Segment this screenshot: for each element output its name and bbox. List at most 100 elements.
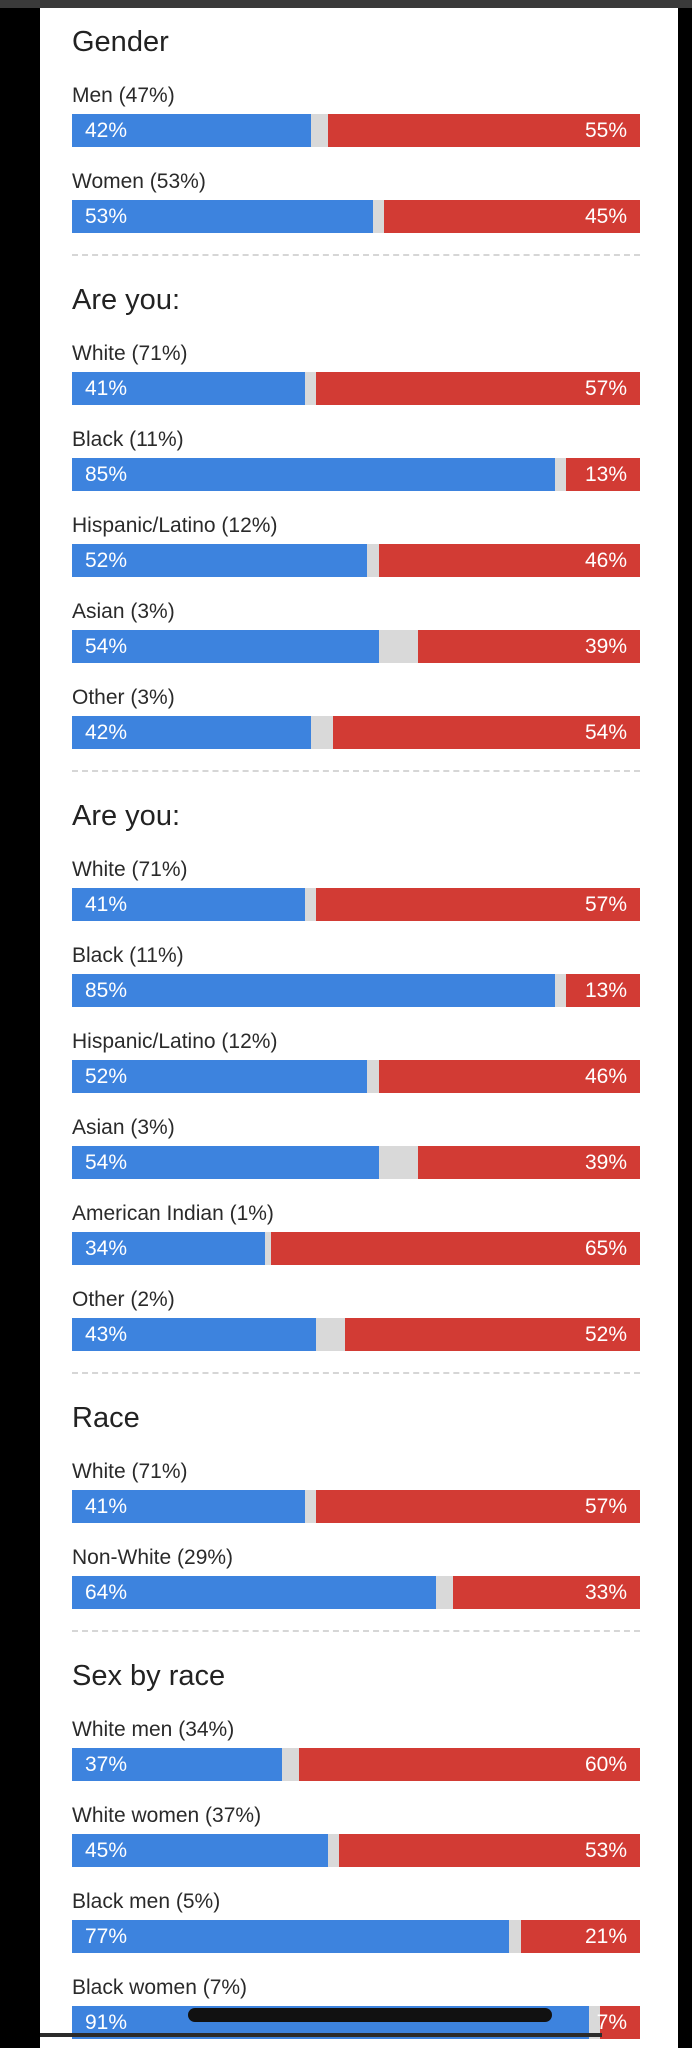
republican-percent: 57% (584, 893, 627, 916)
democrat-segment (72, 372, 305, 405)
democrat-percent: 41% (85, 377, 128, 400)
vote-share-bar: 54% 39% (72, 1146, 640, 1179)
democrat-segment (72, 1576, 436, 1609)
row-label: White (71%) (72, 1460, 188, 1483)
republican-percent: 65% (584, 1237, 627, 1260)
vote-share-bar: 37% 60% (72, 1748, 640, 1781)
row-label: Other (3%) (72, 686, 175, 709)
vote-share-bar: 53% 45% (72, 200, 640, 233)
vote-share-bar: 45% 53% (72, 1834, 640, 1867)
row-label: Other (2%) (72, 1288, 175, 1311)
results-section: Gender Men (47%) 42% 55% Women (53%) 53% 45% (72, 8, 640, 242)
result-row: Asian (3%) 54% 39% (72, 586, 640, 672)
result-row: White (71%) 41% 57% (72, 328, 640, 414)
status-bar (0, 0, 692, 8)
results-section: Race White (71%) 41% 57% Non-White (29%) 64% 3… (72, 1384, 640, 1618)
republican-percent: 54% (584, 721, 627, 744)
democrat-percent: 41% (85, 1495, 128, 1518)
democrat-percent: 45% (85, 1839, 128, 1862)
democrat-segment (72, 630, 379, 663)
democrat-segment (72, 1920, 510, 1953)
democrat-segment (72, 114, 311, 147)
vote-share-bar: 41% 57% (72, 372, 640, 405)
row-label: Black (11%) (72, 428, 184, 451)
democrat-percent: 64% (85, 1581, 128, 1604)
republican-segment (299, 1748, 640, 1781)
result-row: Black men (5%) 77% 21% (72, 1876, 640, 1962)
result-row: White (71%) 41% 57% (72, 1446, 640, 1532)
vote-share-bar: 77% 21% (72, 1920, 640, 1953)
row-label: White men (34%) (72, 1718, 235, 1741)
row-label: White (71%) (72, 342, 188, 365)
result-row: Other (2%) 43% 52% (72, 1274, 640, 1360)
republican-percent: 39% (584, 635, 627, 658)
row-label: Hispanic/Latino (12%) (72, 514, 278, 537)
democrat-segment (72, 716, 311, 749)
democrat-percent: 91% (85, 2011, 128, 2034)
republican-percent: 46% (584, 549, 627, 572)
row-label: White (71%) (72, 858, 188, 881)
result-row: Black (11%) 85% 13% (72, 414, 640, 500)
republican-percent: 21% (584, 1925, 627, 1948)
democrat-percent: 52% (85, 1065, 128, 1088)
republican-percent: 52% (584, 1323, 627, 1346)
row-label: Asian (3%) (72, 600, 175, 623)
home-indicator[interactable] (188, 2008, 552, 2022)
vote-share-bar: 41% 57% (72, 1490, 640, 1523)
result-row: White men (34%) 37% 60% (72, 1704, 640, 1790)
democrat-percent: 34% (85, 1237, 128, 1260)
row-label: White women (37%) (72, 1804, 262, 1827)
republican-percent: 60% (584, 1753, 627, 1776)
vote-share-bar: 52% 46% (72, 1060, 640, 1093)
republican-segment (600, 2006, 640, 2039)
result-row: Hispanic/Latino (12%) 52% 46% (72, 500, 640, 586)
republican-segment (378, 1060, 640, 1093)
vote-share-bar: 42% 54% (72, 716, 640, 749)
republican-percent: 45% (584, 205, 627, 228)
section-divider (72, 254, 640, 256)
democrat-segment (72, 888, 305, 921)
vote-share-bar: 34% 65% (72, 1232, 640, 1265)
democrat-segment (72, 1834, 328, 1867)
republican-percent: 57% (584, 1495, 627, 1518)
republican-segment (378, 544, 640, 577)
democrat-percent: 54% (85, 635, 128, 658)
section-divider (72, 770, 640, 772)
vote-share-bar: 43% 52% (72, 1318, 640, 1351)
democrat-percent: 42% (85, 721, 128, 744)
republican-segment (566, 974, 640, 1007)
row-label: Women (53%) (72, 170, 206, 193)
results-section: Are you: White (71%) 41% 57% Black (11%) 85% 1… (72, 266, 640, 758)
result-row: Non-White (29%) 64% 33% (72, 1532, 640, 1618)
democrat-percent: 37% (85, 1753, 128, 1776)
result-row: Hispanic/Latino (12%) 52% 46% (72, 1016, 640, 1102)
vote-share-bar: 54% 39% (72, 630, 640, 663)
democrat-percent: 52% (85, 549, 128, 572)
vote-share-bar: 42% 55% (72, 114, 640, 147)
row-label: Non-White (29%) (72, 1546, 234, 1569)
democrat-percent: 77% (85, 1925, 128, 1948)
result-row: Women (53%) 53% 45% (72, 156, 640, 242)
row-label: Black women (7%) (72, 1976, 248, 1999)
results-content: Gender Men (47%) 42% 55% Women (53%) 53% 45% Ar… (72, 8, 640, 2048)
democrat-percent: 53% (85, 205, 128, 228)
results-section: Sex by race White men (34%) 37% 60% White wo… (72, 1642, 640, 2048)
vote-share-bar: 64% 33% (72, 1576, 640, 1609)
republican-segment (316, 888, 640, 921)
row-label: Asian (3%) (72, 1116, 175, 1139)
democrat-segment (72, 1748, 283, 1781)
section-title: Are you: (72, 284, 180, 316)
result-row: American Indian (1%) 34% 65% (72, 1188, 640, 1274)
results-section: Are you: White (71%) 41% 57% Black (11%) 85% 1… (72, 782, 640, 1360)
section-title: Race (72, 1402, 140, 1434)
republican-segment (327, 114, 640, 147)
horizontal-scrollbar[interactable] (40, 2033, 602, 2037)
republican-segment (452, 1576, 640, 1609)
republican-percent: 53% (584, 1839, 627, 1862)
vote-share-bar: 85% 13% (72, 458, 640, 491)
row-label: Hispanic/Latino (12%) (72, 1030, 278, 1053)
democrat-segment (72, 1318, 317, 1351)
results-panel[interactable]: Gender Men (47%) 42% 55% Women (53%) 53% 45% Ar… (40, 8, 678, 2048)
democrat-percent: 85% (85, 463, 128, 486)
democrat-percent: 43% (85, 1323, 128, 1346)
